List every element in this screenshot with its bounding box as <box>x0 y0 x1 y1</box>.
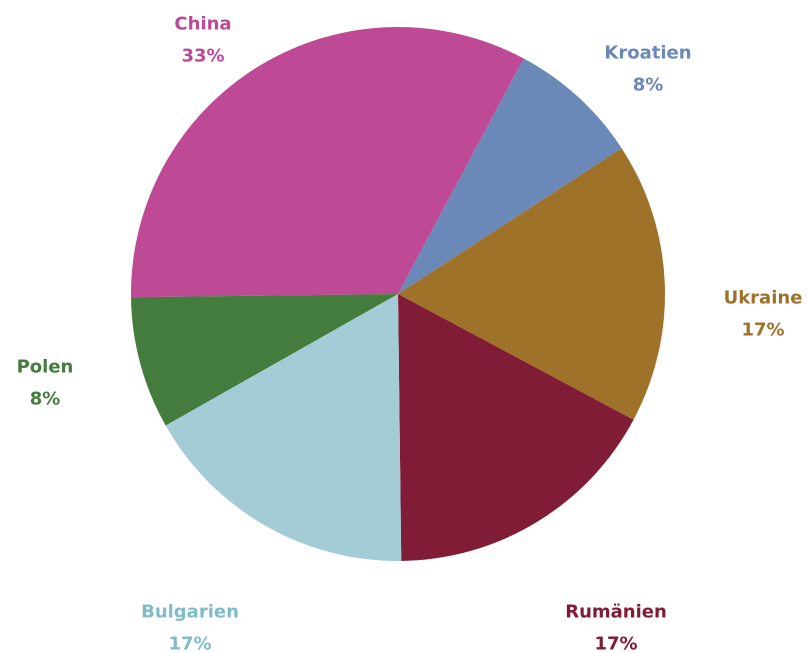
slice-value-kroatien: 8% <box>633 75 664 96</box>
pie-slice-bulgarien <box>165 294 402 561</box>
slice-value-polen: 8% <box>30 389 61 410</box>
slice-value-ukraine: 17% <box>741 320 784 341</box>
pie-slice-ukraine <box>398 148 666 420</box>
slice-label-polen: Polen <box>17 357 74 378</box>
pie-slice-polen <box>131 294 398 426</box>
pie-slice-rumanien <box>398 294 634 561</box>
slice-label-china: China <box>174 14 231 35</box>
pie-labels: China 33% Kroatien 8% Ukraine 17% Rumänien 17% B… <box>17 14 803 653</box>
slice-value-bulgarien: 17% <box>168 634 211 653</box>
slice-label-rumanien: Rumänien <box>565 602 667 623</box>
slice-value-rumanien: 17% <box>594 634 637 653</box>
slice-label-bulgarien: Bulgarien <box>141 602 239 623</box>
pie-slices <box>131 26 666 561</box>
slice-value-china: 33% <box>181 46 224 67</box>
pie-slice-china <box>131 26 524 298</box>
slice-label-kroatien: Kroatien <box>604 43 691 64</box>
pie-slice-kroatien <box>398 58 622 294</box>
slice-label-ukraine: Ukraine <box>724 288 803 309</box>
